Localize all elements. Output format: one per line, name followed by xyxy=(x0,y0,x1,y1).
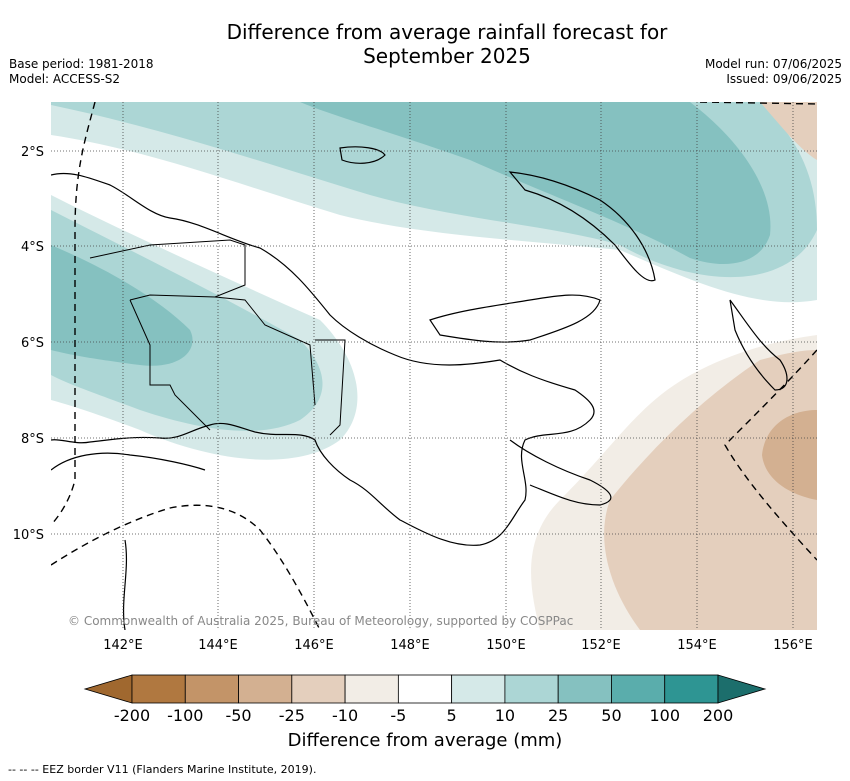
title-line-1: Difference from average rainfall forecas… xyxy=(226,20,668,44)
base-period: Base period: 1981-2018 xyxy=(9,57,154,71)
issued-date: Issued: 09/06/2025 xyxy=(726,72,842,86)
lat-labels: 2°S 4°S 6°S 8°S 10°S xyxy=(13,145,44,543)
eez-borders xyxy=(51,102,817,630)
colorbar-swatch xyxy=(291,674,346,704)
eez-northeast xyxy=(699,102,817,105)
lat-label: 2°S xyxy=(21,145,44,160)
lat-label: 8°S xyxy=(21,432,44,447)
eez-southeast xyxy=(724,349,817,561)
band-dry-ne xyxy=(760,102,817,160)
colorbar-swatch xyxy=(504,674,559,704)
colorbar-tick-label: -100 xyxy=(167,706,203,725)
colorbar-tick-label: 5 xyxy=(447,706,457,725)
copyright-text: © Commonwealth of Australia 2025, Bureau… xyxy=(68,614,573,628)
lat-label: 4°S xyxy=(21,240,44,255)
lon-label: 150°E xyxy=(486,638,526,653)
colorbar-ticks: -200 -100 -50 -25 -10 -5 5 10 25 50 100 200 xyxy=(114,706,733,725)
colorbar-tick-label: 10 xyxy=(495,706,515,725)
colorbar-swatch xyxy=(238,674,293,704)
meta-right: Model run: 07/06/2025 Issued: 09/06/2025 xyxy=(705,57,842,87)
australia-north xyxy=(51,452,206,630)
band-25-50-west xyxy=(51,245,193,366)
colorbar-swatch xyxy=(557,674,612,704)
gridlines xyxy=(51,102,817,630)
colorbar-tick-label: -50 xyxy=(225,706,251,725)
lat-label: 6°S xyxy=(21,336,44,351)
lon-label: 148°E xyxy=(390,638,430,653)
colorbar-tick-label: 50 xyxy=(601,706,621,725)
bougainville xyxy=(729,299,788,391)
colorbar-swatch xyxy=(131,674,186,704)
eez-footnote: -- -- -- EEZ border V11 (Flanders Marine… xyxy=(8,763,317,776)
lon-label: 156°E xyxy=(773,638,813,653)
map-fill: © Commonwealth of Australia 2025, Bureau… xyxy=(51,102,817,630)
colorbar xyxy=(83,674,767,704)
colorbar-tick-label: -25 xyxy=(279,706,305,725)
colorbar-swatch xyxy=(451,674,506,704)
band-25-50-north xyxy=(300,102,771,265)
coastlines xyxy=(51,146,788,630)
lon-label: 152°E xyxy=(581,638,621,653)
lon-label: 142°E xyxy=(103,638,143,653)
colorbar-tick-label: -5 xyxy=(390,706,406,725)
model-run: Model run: 07/06/2025 xyxy=(704,57,842,71)
band-minus10-minus25 xyxy=(604,350,817,630)
colorbar-swatch xyxy=(664,674,719,704)
colorbar-tick-label: 100 xyxy=(649,706,680,725)
new-ireland xyxy=(508,171,656,282)
colorbar-tick-label: -200 xyxy=(114,706,150,725)
province-borders xyxy=(89,239,346,436)
colorbar-swatch xyxy=(611,674,666,704)
eez-west xyxy=(51,102,96,526)
colorbar-swatch xyxy=(397,674,453,704)
colorbar-arrow-right xyxy=(717,674,767,704)
model-name: Model: ACCESS-S2 xyxy=(9,72,121,86)
band-minus25-minus50 xyxy=(762,410,817,500)
colorbar-tick-label: 25 xyxy=(548,706,568,725)
lat-label: 10°S xyxy=(13,528,44,543)
manus xyxy=(339,146,386,164)
papuan-peninsula xyxy=(509,439,612,506)
colorbar-swatch xyxy=(184,674,239,704)
colorbar-tick-label: -10 xyxy=(332,706,358,725)
lon-labels: 142°E 144°E 146°E 148°E 150°E 152°E 154°… xyxy=(103,638,813,653)
lon-label: 144°E xyxy=(198,638,238,653)
colorbar-label: Difference from average (mm) xyxy=(287,730,563,751)
band-10-25-west xyxy=(51,210,323,431)
colorbar-swatch xyxy=(344,674,399,704)
colorbar-arrow-left xyxy=(83,674,133,704)
colorbar-tick-label: 200 xyxy=(703,706,734,725)
new-guinea-coast xyxy=(51,172,595,546)
title-line-2: September 2025 xyxy=(363,44,531,68)
lon-label: 154°E xyxy=(677,638,717,653)
lon-label: 146°E xyxy=(294,638,334,653)
chart-title: Difference from average rainfall forecas… xyxy=(0,20,850,68)
meta-left: Base period: 1981-2018 Model: ACCESS-S2 xyxy=(9,57,154,87)
